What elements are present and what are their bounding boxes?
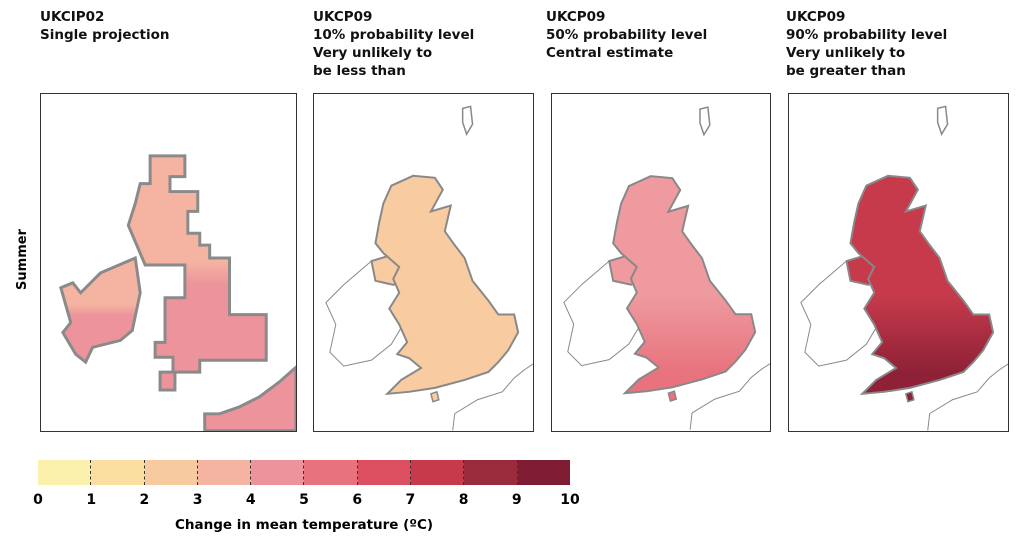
legend-swatch — [357, 460, 412, 485]
france-grid — [203, 365, 296, 431]
channel-islands — [667, 390, 678, 403]
shetland-islands — [936, 105, 949, 136]
legend-tick-label: 6 — [352, 492, 363, 508]
legend-caption: Change in mean temperature (ºC) — [174, 517, 434, 533]
legend-tick-label: 2 — [139, 492, 150, 508]
legend-swatch — [197, 460, 252, 485]
uk-map-10 — [325, 105, 533, 431]
shetland-islands — [699, 106, 711, 137]
blocky-uk-map — [59, 154, 296, 431]
channel-islands — [430, 390, 440, 403]
panel-title-1: UKCIP02 Single projection — [40, 9, 170, 43]
france-coastline — [452, 363, 533, 431]
legend-tick-label: 0 — [33, 492, 43, 508]
channel-islands — [905, 390, 915, 403]
ireland-grid — [59, 255, 142, 365]
map-panel-ukcip02 — [40, 93, 297, 432]
legend-tick-label: 1 — [86, 492, 97, 508]
shetland-islands — [461, 105, 474, 136]
legend-tick-label: 3 — [192, 492, 203, 508]
panel-title-2: UKCP09 10% probability level Very unlikely… — [313, 9, 475, 79]
legend-swatch — [144, 460, 198, 485]
legend-swatch — [251, 460, 305, 485]
great-britain — [849, 174, 995, 396]
great-britain — [612, 175, 757, 395]
legend-swatch — [38, 460, 92, 485]
map-panel-ukcp09-50 — [551, 93, 771, 432]
color-scale-legend — [38, 460, 570, 485]
legend-swatch — [517, 460, 570, 485]
legend-tick-label: 7 — [405, 492, 416, 508]
legend-tick-label: 5 — [299, 492, 309, 508]
legend-tick-label: 10 — [560, 492, 580, 508]
great-britain-grid — [126, 154, 268, 392]
legend-swatch — [91, 460, 145, 485]
map-panel-ukcp09-90 — [788, 93, 1009, 432]
legend-tick-label: 4 — [245, 492, 256, 508]
panel-title-3: UKCP09 50% probability level Central estim… — [546, 9, 708, 61]
row-label-summer: Summer — [14, 229, 30, 290]
uk-map-50 — [563, 106, 770, 430]
uk-map-90 — [800, 105, 1008, 431]
france-coastline — [689, 363, 770, 430]
legend-swatch — [411, 460, 465, 485]
france-coastline — [927, 363, 1008, 431]
map-panel-ukcp09-10 — [313, 93, 534, 432]
legend-tick-label: 9 — [511, 492, 522, 508]
legend-swatch — [304, 460, 358, 485]
legend-tick-label: 8 — [458, 492, 469, 508]
great-britain — [374, 174, 520, 396]
legend-swatch — [464, 460, 518, 485]
panel-title-4: UKCP09 90% probability level Very unlikely… — [786, 9, 948, 79]
